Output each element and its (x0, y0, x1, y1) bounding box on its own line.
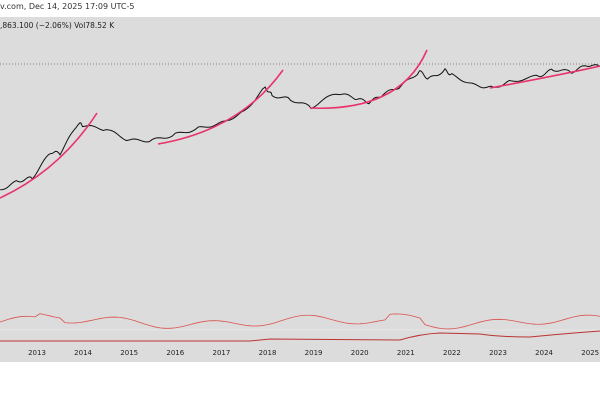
header-source: v.com, Dec 14, 2025 17:09 UTC-5 (0, 2, 135, 11)
arc-2013 (0, 112, 98, 199)
indicator-line-1 (0, 313, 600, 330)
arc-2021 (309, 49, 428, 110)
arc-2025 (489, 65, 600, 89)
x-tick-label: 2018 (259, 349, 277, 357)
price-line (0, 64, 600, 191)
ohlc-legend: ,863.100 (−2.06%) Vol78.52 K (0, 21, 115, 30)
x-tick-label: 2020 (351, 349, 369, 357)
x-tick-label: 2025 (581, 349, 599, 357)
x-tick-label: 2022 (443, 349, 461, 357)
x-tick-label: 2024 (535, 349, 553, 357)
indicator-line-2 (0, 330, 600, 342)
x-tick-label: 2019 (305, 349, 323, 357)
x-tick-label: 2014 (74, 349, 92, 357)
x-tick-label: 2023 (489, 349, 507, 357)
x-tick-label: 2015 (120, 349, 138, 357)
x-tick-label: 2021 (397, 349, 415, 357)
x-tick-label: 2016 (166, 349, 184, 357)
arc-2017 (157, 69, 284, 145)
chart-panel[interactable] (0, 17, 600, 362)
x-tick-label: 2013 (28, 349, 46, 357)
x-tick-label: 2017 (212, 349, 230, 357)
